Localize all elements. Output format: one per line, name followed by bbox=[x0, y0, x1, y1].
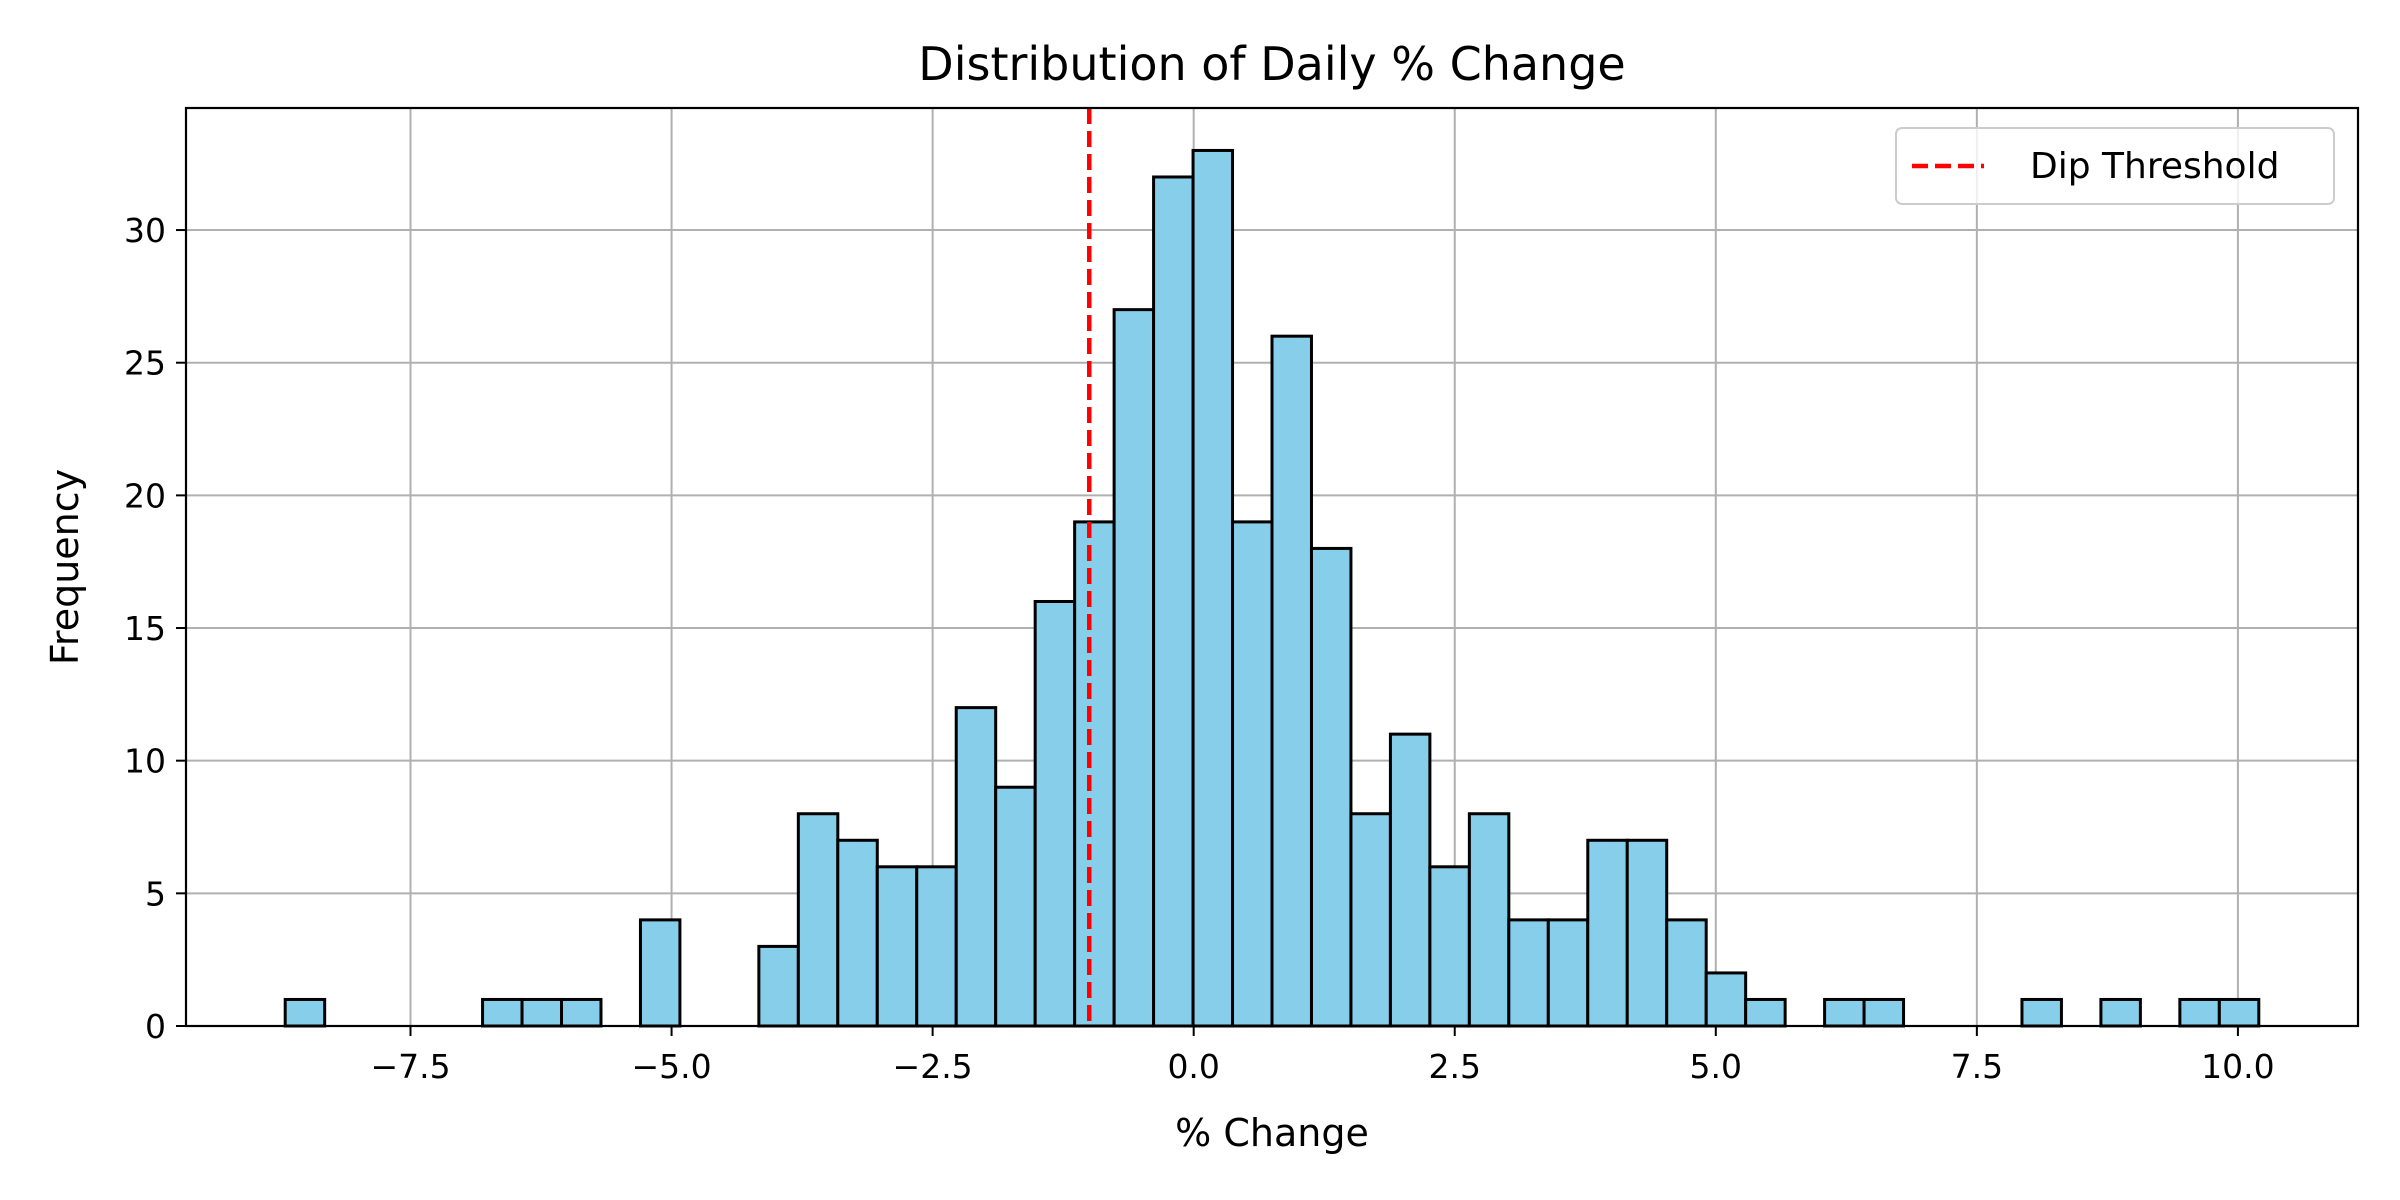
histogram-bar bbox=[954, 706, 998, 1028]
histogram-bar bbox=[1546, 918, 1590, 1028]
x-tick-label: −7.5 bbox=[370, 1047, 450, 1086]
histogram-bar bbox=[1270, 334, 1313, 1028]
x-tick-label: 5.0 bbox=[1690, 1047, 1742, 1086]
histogram-bar bbox=[1428, 865, 1471, 1028]
histogram-bar bbox=[757, 944, 800, 1028]
y-axis-ticks: 0 5 10 15 20 25 30 bbox=[124, 211, 186, 1046]
histogram-bar bbox=[1625, 838, 1669, 1028]
histogram-bar bbox=[796, 812, 840, 1028]
legend-box bbox=[1895, 127, 2335, 205]
histogram-bar bbox=[2099, 997, 2142, 1028]
legend: Dip Threshold bbox=[1895, 127, 2335, 205]
histogram-bar bbox=[836, 838, 879, 1028]
histogram-bar bbox=[1586, 838, 1629, 1028]
x-tick-label: 10.0 bbox=[2201, 1047, 2274, 1086]
y-axis-title: Frequency bbox=[43, 469, 87, 665]
histogram-bar bbox=[2178, 997, 2221, 1028]
histogram-bar bbox=[638, 918, 682, 1028]
histogram-bar bbox=[1388, 732, 1432, 1028]
histogram-bar bbox=[915, 865, 958, 1028]
histogram-bars bbox=[283, 148, 2261, 1028]
plot-frame bbox=[184, 106, 2360, 1028]
x-axis-title: % Change bbox=[1175, 1111, 1369, 1155]
histogram-bar bbox=[1862, 997, 1906, 1028]
histogram-bar bbox=[1467, 812, 1511, 1028]
x-axis-ticks: −7.5 −5.0 −2.5 0.0 2.5 5.0 7.5 10.0 bbox=[370, 1026, 2275, 1086]
y-tick-label: 20 bbox=[124, 476, 166, 515]
histogram-bar bbox=[1073, 520, 1116, 1028]
histogram-bar bbox=[1191, 148, 1235, 1028]
y-tick-label: 30 bbox=[124, 211, 166, 250]
histogram-bar bbox=[1507, 918, 1550, 1028]
chart-title: Distribution of Daily % Change bbox=[918, 37, 1625, 91]
histogram-bar bbox=[875, 865, 919, 1028]
histogram-bar bbox=[1033, 599, 1077, 1028]
histogram-bar bbox=[481, 997, 524, 1028]
histogram-bar bbox=[1704, 971, 1748, 1028]
histogram-bar bbox=[560, 997, 603, 1028]
histogram-bar bbox=[1112, 308, 1156, 1028]
histogram-bar bbox=[1744, 997, 1787, 1028]
y-tick-label: 10 bbox=[124, 742, 166, 781]
histogram-bar bbox=[1231, 520, 1274, 1028]
histogram-bar bbox=[1823, 997, 1866, 1028]
y-tick-label: 0 bbox=[145, 1007, 166, 1046]
x-tick-label: 7.5 bbox=[1951, 1047, 2003, 1086]
y-tick-label: 25 bbox=[124, 344, 166, 383]
y-tick-label: 5 bbox=[145, 874, 166, 913]
histogram-bar bbox=[2020, 997, 2063, 1028]
x-tick-label: −5.0 bbox=[631, 1047, 711, 1086]
histogram-bar bbox=[1309, 546, 1353, 1028]
x-tick-label: −2.5 bbox=[893, 1047, 973, 1086]
histogram-bar bbox=[520, 997, 564, 1028]
histogram-bar bbox=[1665, 918, 1708, 1028]
histogram-bar bbox=[2217, 997, 2261, 1028]
y-tick-label: 15 bbox=[124, 609, 166, 648]
histogram-bar bbox=[1349, 812, 1392, 1028]
x-tick-label: 0.0 bbox=[1167, 1047, 1219, 1086]
histogram-bar bbox=[1152, 175, 1195, 1028]
x-tick-label: 2.5 bbox=[1428, 1047, 1480, 1086]
histogram-bar bbox=[994, 785, 1037, 1028]
legend-label: Dip Threshold bbox=[2030, 146, 2279, 187]
histogram-bar bbox=[283, 997, 327, 1028]
